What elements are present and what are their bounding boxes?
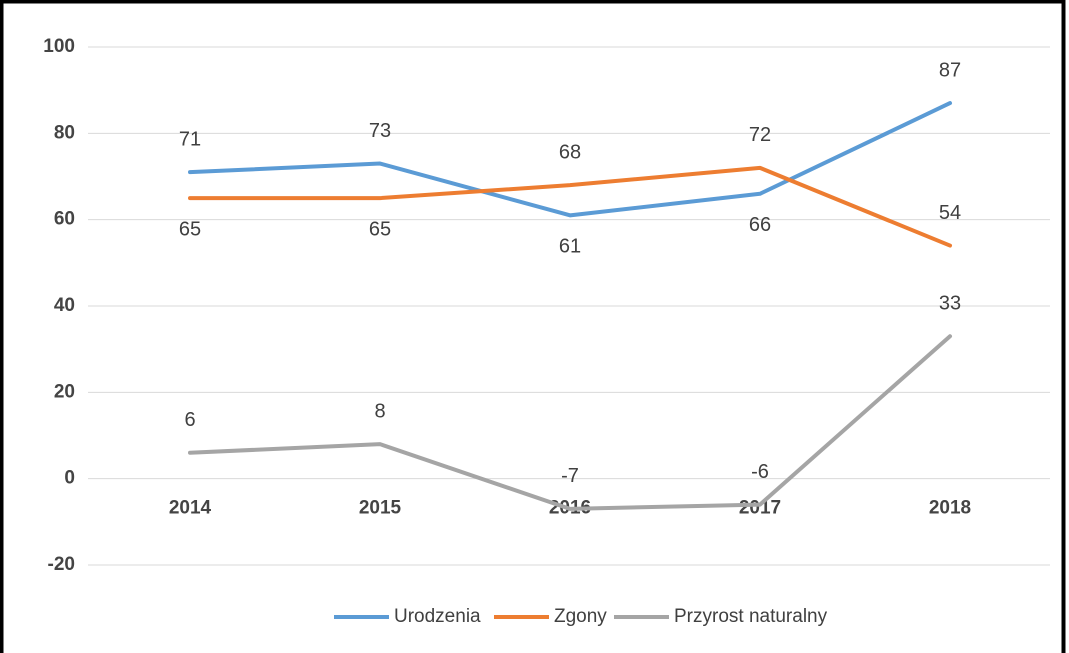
data-label: 68 [559, 141, 581, 163]
y-tick-label: 80 [54, 122, 75, 143]
data-label: 65 [179, 218, 201, 240]
data-label: 6 [184, 409, 195, 431]
y-tick-label: 20 [54, 381, 75, 402]
legend-label: Zgony [554, 606, 607, 627]
y-tick-label: -20 [48, 554, 75, 575]
line [188, 334, 952, 511]
data-label: 72 [749, 124, 771, 146]
data-label: 73 [369, 120, 391, 142]
legend-label: Urodzenia [394, 606, 481, 627]
data-label: -6 [751, 461, 769, 483]
data-label: 71 [179, 128, 201, 150]
line [188, 165, 952, 248]
x-tick-label: 2017 [739, 498, 781, 519]
data-label: 8 [374, 400, 385, 422]
data-label: 33 [939, 292, 961, 314]
data-label: 61 [559, 236, 581, 258]
line [188, 101, 952, 218]
data-label: 65 [369, 218, 391, 240]
data-label: -7 [561, 465, 579, 487]
data-label: 54 [939, 202, 961, 224]
y-tick-label: 40 [54, 295, 75, 316]
data-label: 66 [749, 214, 771, 236]
y-tick-label: 100 [43, 36, 75, 57]
y-tick-label: 0 [64, 468, 75, 489]
x-tick-label: 2015 [359, 498, 402, 519]
y-tick-label: 60 [54, 209, 75, 230]
data-label: 87 [939, 59, 961, 81]
legend-label: Przyrost naturalny [674, 606, 828, 627]
x-tick-label: 2014 [169, 498, 212, 519]
x-tick-label: 2018 [929, 498, 971, 519]
